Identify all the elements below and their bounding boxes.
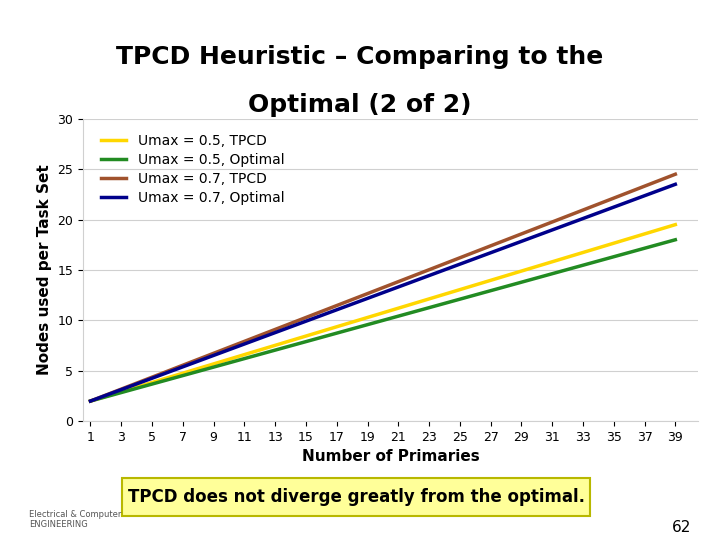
Text: Electrical & Computer
ENGINEERING: Electrical & Computer ENGINEERING [29,510,121,529]
Y-axis label: Nodes used per Task Set: Nodes used per Task Set [37,165,52,375]
FancyBboxPatch shape [122,478,590,516]
Text: TPCD does not diverge greatly from the optimal.: TPCD does not diverge greatly from the o… [128,488,585,506]
Text: 62: 62 [672,519,691,535]
Text: CarnegieMellon: CarnegieMellon [608,7,698,17]
X-axis label: Number of Primaries: Number of Primaries [302,449,480,464]
Text: Optimal (2 of 2): Optimal (2 of 2) [248,93,472,117]
Text: TPCD Heuristic – Comparing to the: TPCD Heuristic – Comparing to the [117,45,603,69]
Legend: Umax = 0.5, TPCD, Umax = 0.5, Optimal, Umax = 0.7, TPCD, Umax = 0.7, Optimal: Umax = 0.5, TPCD, Umax = 0.5, Optimal, U… [96,129,289,211]
